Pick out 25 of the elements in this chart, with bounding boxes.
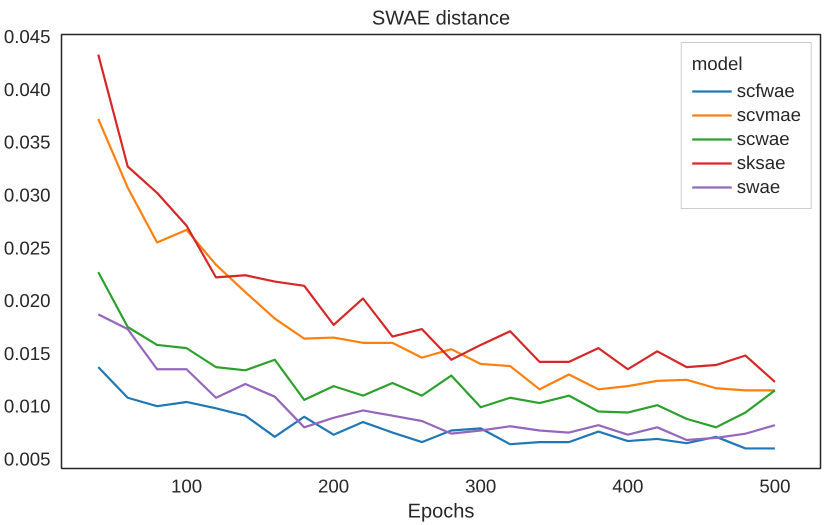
y-tick-label: 0.045 bbox=[4, 26, 50, 48]
y-tick-label: 0.020 bbox=[4, 290, 50, 312]
legend-title: model bbox=[692, 53, 744, 75]
x-tick-label: 400 bbox=[612, 476, 644, 496]
x-tick-label: 500 bbox=[759, 476, 790, 496]
x-tick-label: 200 bbox=[318, 476, 350, 496]
y-tick-label: 0.015 bbox=[4, 342, 50, 364]
line-series bbox=[97, 366, 776, 450]
chart-title: SWAE distance bbox=[372, 8, 510, 30]
y-tick-label: 0.010 bbox=[4, 396, 50, 417]
x-tick-label: 100 bbox=[170, 476, 202, 496]
legend-label: scwae bbox=[736, 128, 790, 150]
line-series bbox=[97, 313, 776, 442]
x-axis-title: Epochs bbox=[408, 500, 474, 522]
legend-label: swae bbox=[736, 176, 780, 198]
y-tick-label: 0.030 bbox=[4, 184, 50, 206]
y-tick-label: 0.035 bbox=[4, 132, 50, 153]
y-tick-label: 0.025 bbox=[4, 237, 50, 258]
x-tick-label: 300 bbox=[465, 476, 496, 496]
y-tick-label: 0.005 bbox=[4, 448, 50, 470]
legend-label: scvmae bbox=[736, 104, 801, 126]
y-tick-label: 0.040 bbox=[4, 78, 50, 100]
legend-label: scfwae bbox=[736, 80, 795, 102]
legend-label: sksae bbox=[736, 152, 786, 174]
line-series bbox=[97, 270, 776, 428]
